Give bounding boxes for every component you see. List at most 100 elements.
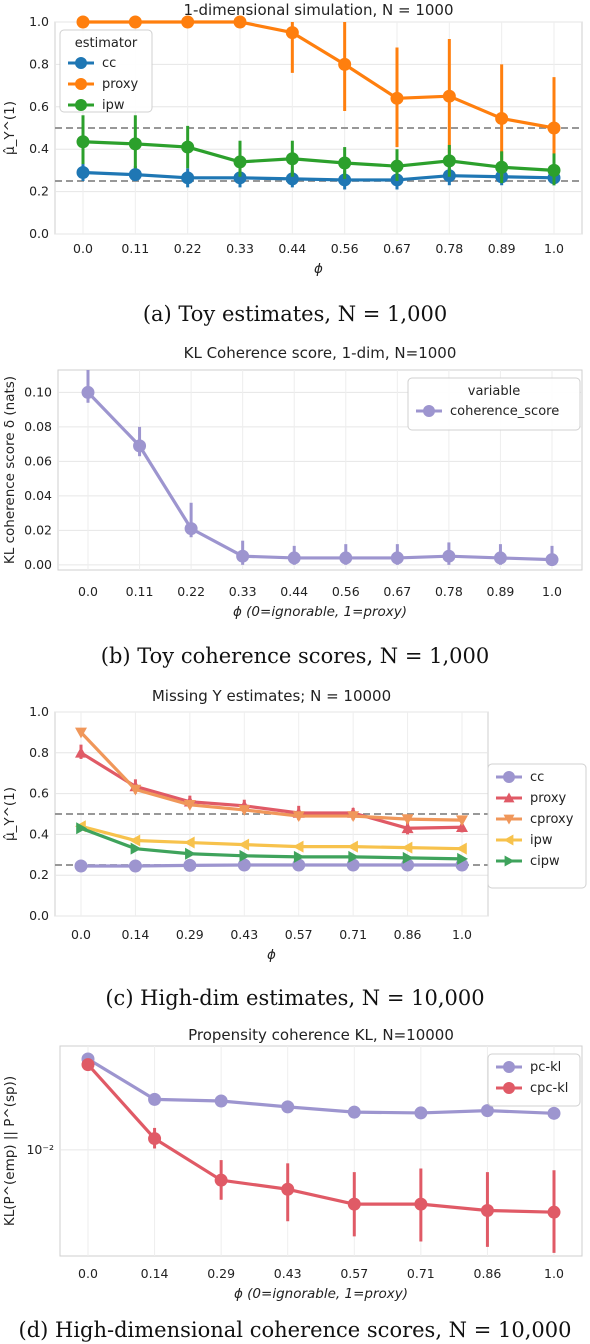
data-point bbox=[347, 840, 358, 853]
series-cipw bbox=[76, 822, 468, 865]
x-tick-label: 1.0 bbox=[544, 241, 564, 256]
plot-area bbox=[57, 369, 583, 571]
x-tick-label: 0.71 bbox=[407, 1266, 435, 1281]
x-tick-label: 0.33 bbox=[229, 584, 257, 599]
y-tick-label: 0.10 bbox=[24, 384, 52, 399]
series-cpc-kl bbox=[81, 1058, 561, 1253]
data-point bbox=[185, 847, 196, 860]
y-tick-label: 0.6 bbox=[29, 99, 49, 114]
data-point bbox=[130, 842, 142, 855]
y-tick-label: 1.0 bbox=[29, 14, 49, 29]
series-line bbox=[87, 1057, 555, 1115]
data-point bbox=[402, 851, 414, 864]
series-line bbox=[86, 1063, 555, 1214]
legend-swatch-marker bbox=[504, 855, 515, 867]
data-point bbox=[547, 1106, 561, 1120]
data-point bbox=[390, 551, 404, 565]
caption-a: (a) Toy estimates, N = 1,000 bbox=[142, 302, 448, 326]
x-tick-label: 0.78 bbox=[435, 241, 463, 256]
y-axis-label: KL(P^(emp) || P^(sp)) bbox=[2, 1076, 18, 1226]
y-tick-label: 10⁻² bbox=[26, 1142, 54, 1157]
data-point bbox=[76, 15, 90, 29]
x-tick-label: 0.29 bbox=[207, 1266, 235, 1281]
legend-swatch-marker bbox=[503, 834, 514, 846]
data-point bbox=[285, 26, 299, 40]
data-point bbox=[129, 784, 142, 796]
y-axis-label: KL coherence score δ (nats) bbox=[2, 376, 18, 564]
legend-swatch-marker bbox=[503, 771, 515, 783]
x-tick-label: 0.11 bbox=[126, 584, 154, 599]
x-tick-label: 0.44 bbox=[280, 584, 308, 599]
legend-swatch-marker bbox=[503, 1061, 515, 1073]
series-line bbox=[80, 824, 463, 851]
legend-label: pc-kl bbox=[530, 1060, 561, 1075]
x-tick-label: 1.0 bbox=[452, 927, 472, 942]
legend-swatch-marker bbox=[75, 57, 87, 69]
y-axis-label: μ̂_Y^(1) bbox=[2, 101, 18, 155]
data-point bbox=[338, 57, 352, 71]
chart-toy-estimates: 0.0 0.2 0.4 0.6 0.8 1.0 0.0 0.11 0.22 0.33 0.44 0.5… bbox=[2, 1, 583, 277]
series-line bbox=[80, 826, 463, 861]
data-point bbox=[390, 159, 404, 173]
x-tick-label: 0.56 bbox=[332, 584, 360, 599]
legend-swatch-marker bbox=[503, 814, 515, 825]
x-axis-label: ϕ bbox=[267, 947, 276, 963]
x-tick-label: 0.33 bbox=[226, 241, 254, 256]
data-point bbox=[292, 811, 305, 823]
chart-toy-coherence: 0.00 0.02 0.04 0.06 0.08 0.10 0.0 0.11 0.22 0.33 0… bbox=[2, 344, 583, 620]
legend-swatch-marker bbox=[503, 1082, 515, 1094]
legend-label: ipw bbox=[530, 833, 553, 848]
chart-title: Missing Y estimates; N = 10000 bbox=[152, 687, 391, 705]
data-point bbox=[401, 814, 414, 826]
data-point bbox=[480, 1104, 494, 1118]
data-point bbox=[76, 822, 87, 835]
data-point bbox=[81, 385, 95, 399]
y-tick-label: 0.4 bbox=[29, 826, 49, 841]
data-point bbox=[74, 859, 88, 873]
y-tick-label: 0.2 bbox=[29, 184, 49, 199]
y-tick-label: 0.0 bbox=[29, 226, 49, 241]
x-tick-label: 0.86 bbox=[474, 1266, 502, 1281]
data-point bbox=[414, 1197, 428, 1211]
data-point bbox=[128, 168, 142, 182]
series-line bbox=[79, 731, 463, 822]
x-tick-label: 0.0 bbox=[73, 241, 93, 256]
x-tick-label: 0.29 bbox=[176, 927, 204, 942]
x-tick-label: 0.71 bbox=[339, 927, 367, 942]
data-point bbox=[401, 841, 413, 854]
legend-swatch-marker bbox=[503, 792, 515, 803]
legend-label: coherence_score bbox=[450, 404, 559, 419]
y-axis-label: μ̂_Y^(1) bbox=[2, 787, 18, 841]
y-tick-label: 0.8 bbox=[29, 745, 49, 760]
series-line bbox=[86, 391, 553, 562]
legend-frame bbox=[59, 29, 153, 113]
data-point bbox=[401, 822, 414, 834]
legend: variable coherence_score bbox=[407, 377, 581, 431]
data-point bbox=[76, 166, 90, 180]
data-point bbox=[183, 858, 197, 872]
x-tick-label: 0.57 bbox=[285, 927, 313, 942]
x-tick-label: 0.0 bbox=[78, 1266, 98, 1281]
legend-label: cipw bbox=[530, 854, 560, 869]
y-tick-label: 0.02 bbox=[24, 522, 52, 537]
chart-propensity-coherence: 10⁻² 0.0 0.14 0.29 0.43 0.57 0.71 0.86 1.0 Propen… bbox=[2, 1026, 583, 1302]
y-tick-label: 0.8 bbox=[29, 56, 49, 71]
y-tick-label: 1.0 bbox=[29, 704, 49, 719]
x-tick-label: 0.22 bbox=[174, 241, 202, 256]
y-tick-label: 0.6 bbox=[29, 786, 49, 801]
x-tick-label: 0.43 bbox=[230, 927, 258, 942]
data-point bbox=[148, 1092, 162, 1106]
x-tick-label: 0.43 bbox=[274, 1266, 302, 1281]
legend-swatch-marker bbox=[75, 99, 87, 111]
data-point bbox=[495, 160, 509, 174]
legend-label: cc bbox=[102, 56, 116, 71]
data-point bbox=[287, 551, 301, 565]
data-point bbox=[414, 1106, 428, 1120]
x-tick-label: 1.0 bbox=[542, 584, 562, 599]
y-tick-label: 0.4 bbox=[29, 141, 49, 156]
series-coherence_score bbox=[81, 370, 559, 567]
x-tick-label: 0.11 bbox=[121, 241, 149, 256]
data-point bbox=[442, 549, 456, 563]
caption-d: (d) High-dimensional coherence scores, N… bbox=[18, 1318, 572, 1342]
chart-title: Propensity coherence KL, N=10000 bbox=[188, 1026, 454, 1044]
